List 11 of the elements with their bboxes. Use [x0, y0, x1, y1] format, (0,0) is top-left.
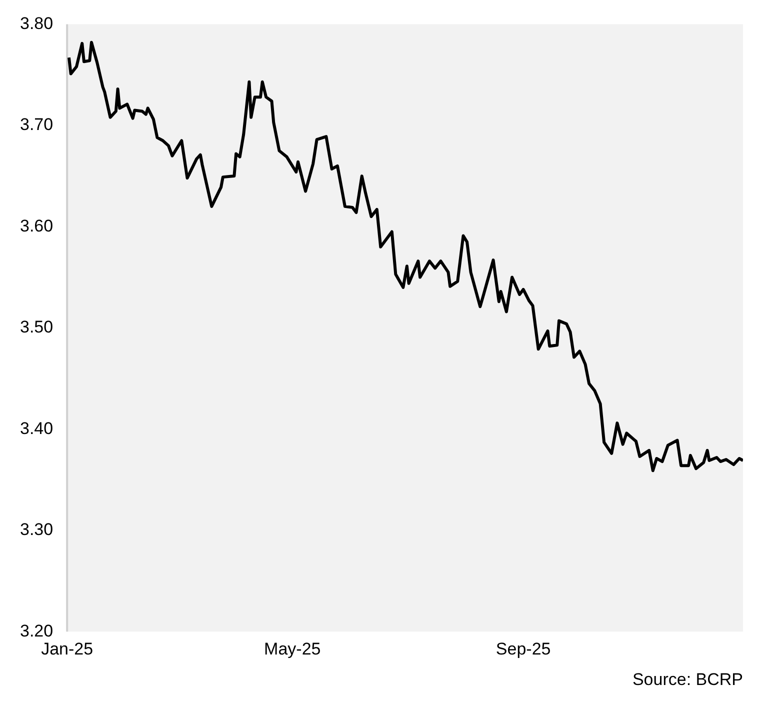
- y-tick-label: 3.80: [20, 14, 54, 33]
- y-tick-label: 3.20: [20, 621, 54, 640]
- source-note: Source: BCRP: [632, 670, 743, 690]
- y-tick-label: 3.60: [20, 216, 54, 236]
- y-tick-label: 3.70: [20, 115, 54, 134]
- y-tick-label: 3.30: [20, 520, 54, 540]
- y-tick-label: 3.40: [20, 418, 54, 438]
- x-tick-label: Sep-25: [496, 639, 551, 658]
- x-tick-label: Jan-25: [41, 639, 94, 658]
- x-tick-label: May-25: [264, 639, 321, 658]
- y-tick-label: 3.50: [20, 318, 54, 337]
